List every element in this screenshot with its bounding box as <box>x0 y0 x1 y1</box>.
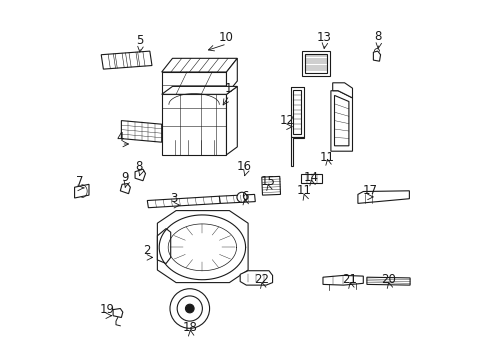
Polygon shape <box>305 54 326 73</box>
Circle shape <box>177 296 202 321</box>
Text: 14: 14 <box>303 171 318 184</box>
Text: 18: 18 <box>182 321 197 334</box>
Polygon shape <box>162 94 226 155</box>
Text: 11: 11 <box>319 151 334 164</box>
Polygon shape <box>219 194 255 203</box>
Polygon shape <box>302 51 329 76</box>
Text: 7: 7 <box>76 175 83 188</box>
Polygon shape <box>162 72 226 94</box>
Polygon shape <box>162 58 237 72</box>
Polygon shape <box>101 51 152 69</box>
Polygon shape <box>147 196 220 208</box>
Text: 8: 8 <box>373 30 381 43</box>
Text: 3: 3 <box>170 192 178 205</box>
Text: 6: 6 <box>240 190 248 203</box>
Text: 1: 1 <box>224 82 232 95</box>
Text: 5: 5 <box>135 34 143 47</box>
Circle shape <box>170 289 209 328</box>
Polygon shape <box>322 275 363 285</box>
Text: 17: 17 <box>362 184 377 197</box>
Text: 22: 22 <box>254 273 269 286</box>
Text: 9: 9 <box>121 171 128 184</box>
Text: 15: 15 <box>260 175 275 188</box>
Circle shape <box>185 304 194 313</box>
Polygon shape <box>226 58 237 94</box>
Polygon shape <box>75 184 89 198</box>
Polygon shape <box>332 83 352 98</box>
Polygon shape <box>261 176 280 195</box>
Text: 2: 2 <box>143 244 151 257</box>
Polygon shape <box>157 211 247 283</box>
Polygon shape <box>290 137 303 166</box>
Text: 20: 20 <box>380 273 395 286</box>
Polygon shape <box>157 229 170 264</box>
Polygon shape <box>162 86 237 94</box>
Polygon shape <box>290 87 303 137</box>
Circle shape <box>237 192 246 202</box>
Polygon shape <box>301 174 321 183</box>
Polygon shape <box>373 51 380 61</box>
Text: 13: 13 <box>316 31 330 44</box>
Polygon shape <box>120 184 130 194</box>
Polygon shape <box>292 90 301 134</box>
Text: 12: 12 <box>279 114 294 127</box>
Text: 8: 8 <box>135 160 143 173</box>
Polygon shape <box>357 191 408 203</box>
Text: 16: 16 <box>237 160 251 173</box>
Polygon shape <box>366 277 409 285</box>
Text: 21: 21 <box>342 273 357 286</box>
Text: 19: 19 <box>99 303 114 316</box>
Polygon shape <box>135 169 145 181</box>
Polygon shape <box>330 91 352 151</box>
Polygon shape <box>334 95 348 146</box>
Text: 4: 4 <box>116 131 124 144</box>
Polygon shape <box>240 271 272 285</box>
Polygon shape <box>113 309 122 318</box>
Polygon shape <box>226 86 237 155</box>
Text: 10: 10 <box>218 31 233 44</box>
Text: 11: 11 <box>296 184 311 197</box>
Polygon shape <box>121 121 162 142</box>
